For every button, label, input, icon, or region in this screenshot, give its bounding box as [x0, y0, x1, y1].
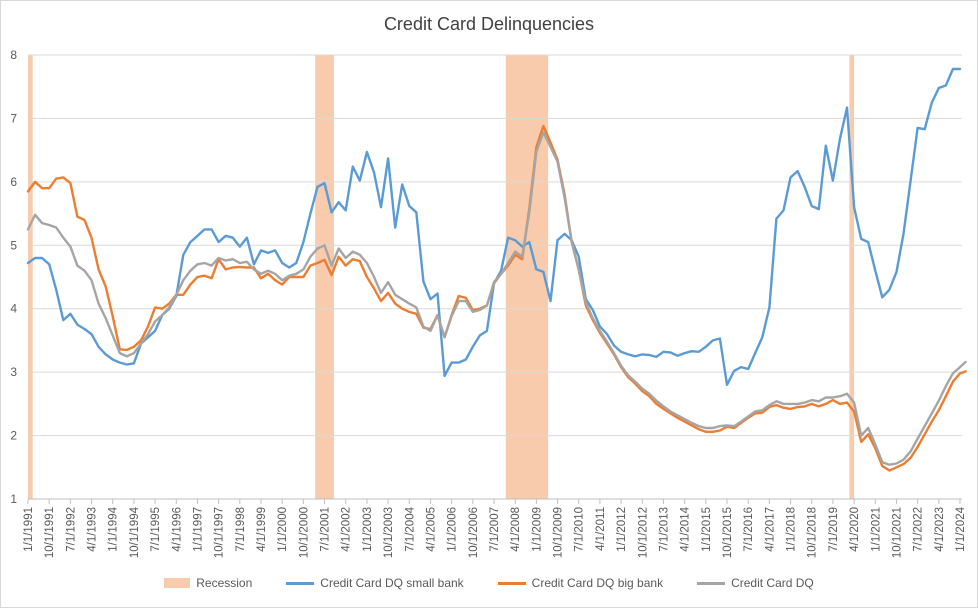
legend-label: Credit Card DQ big bank — [531, 576, 664, 590]
x-tick-label: 10/1/1997 — [214, 507, 226, 558]
x-tick-label: 10/1/1994 — [129, 506, 141, 558]
y-tick-label: 7 — [10, 111, 17, 125]
x-tick-label: 7/1/2022 — [913, 507, 925, 552]
legend-swatch-big-bank — [497, 581, 526, 585]
recession-bands — [28, 55, 855, 499]
x-tick-label: 4/1/2002 — [341, 507, 353, 552]
x-tick-label: 10/1/1991 — [44, 507, 56, 558]
x-tick-label: 1/1/2024 — [955, 506, 967, 551]
x-tick-label: 10/1/2009 — [553, 507, 565, 558]
y-tick-label: 5 — [10, 238, 17, 252]
legend-item-big-bank: Credit Card DQ big bank — [497, 576, 664, 590]
x-tick-label: 4/1/2023 — [934, 507, 946, 552]
x-tick-label: 7/1/2010 — [574, 507, 586, 552]
x-tick-label: 10/1/2018 — [807, 507, 819, 558]
x-tick-label: 4/1/2020 — [849, 507, 861, 552]
recession-band — [505, 55, 549, 499]
x-tick-label: 7/1/2019 — [828, 507, 840, 552]
legend-item-all: Credit Card DQ — [697, 576, 814, 590]
x-tick-label: 4/1/2011 — [595, 507, 607, 551]
legend-swatch-recession — [164, 578, 191, 588]
x-tick-label: 10/1/2000 — [298, 507, 310, 558]
x-tick-label: 4/1/1999 — [256, 507, 268, 552]
x-tick-label: 4/1/2017 — [764, 507, 776, 552]
x-tick-label: 4/1/1993 — [87, 507, 99, 552]
x-tick-label: 10/1/2021 — [891, 507, 903, 558]
x-tick-label: 1/1/2009 — [531, 507, 543, 552]
gridlines — [28, 54, 962, 500]
legend-label: Recession — [196, 576, 253, 590]
y-tick-label: 1 — [10, 492, 17, 506]
series-line-credit-card-dq-big-bank — [26, 124, 967, 472]
y-tick-label: 4 — [10, 302, 17, 316]
series-line-credit-card-dq — [26, 131, 967, 466]
legend-label: Credit Card DQ small bank — [320, 576, 464, 590]
legend-item-recession: Recession — [164, 576, 252, 590]
legend-item-small-bank: Credit Card DQ small bank — [286, 576, 464, 590]
x-tick-label: 1/1/2012 — [616, 507, 628, 552]
x-tick-label: 7/1/2007 — [489, 507, 501, 552]
x-tick-label: 7/1/2013 — [658, 507, 670, 552]
x-tick-label: 1/1/2006 — [447, 507, 459, 552]
x-tick-label: 10/1/2012 — [637, 507, 649, 558]
x-tick-label: 1/1/2003 — [362, 507, 374, 552]
series-lines — [26, 67, 967, 472]
x-tick-label: 4/1/1996 — [171, 507, 183, 552]
legend-swatch-small-bank — [286, 581, 315, 585]
legend-label: Credit Card DQ — [731, 576, 814, 590]
y-tick-label: 3 — [10, 365, 17, 379]
x-tick-label: 7/1/2016 — [743, 507, 755, 552]
x-tick-label: 4/1/2014 — [680, 506, 692, 551]
x-tick-label: 1/1/1991 — [23, 507, 35, 552]
x-tick-label: 10/1/2003 — [383, 507, 395, 558]
y-tick-label: 8 — [10, 48, 17, 62]
y-tick-label: 6 — [10, 175, 17, 189]
x-tick-label: 7/1/2001 — [320, 507, 332, 552]
x-axis-ticks: 1/1/1991 10/1/1991 7/1/1992 4/1/1993 1/1/199… — [23, 499, 967, 558]
recession-band — [849, 55, 855, 499]
x-tick-label: 10/1/2015 — [722, 507, 734, 558]
recession-band — [315, 55, 334, 499]
x-tick-label: 1/1/1994 — [108, 506, 120, 551]
legend: Recession Credit Card DQ small bank Cred… — [0, 576, 978, 590]
x-tick-label: 7/1/1992 — [65, 507, 77, 552]
x-tick-label: 1/1/2021 — [870, 507, 882, 552]
chart-title: Credit Card Delinquencies — [383, 14, 595, 34]
x-tick-label: 4/1/2005 — [425, 507, 437, 552]
x-tick-label: 1/1/2015 — [701, 507, 713, 552]
y-axis-ticks: 1 2 3 4 5 6 7 8 — [10, 48, 17, 506]
y-tick-label: 2 — [10, 429, 17, 443]
series-line-credit-card-dq-small-bank — [26, 67, 962, 386]
x-tick-label: 10/1/2006 — [468, 507, 480, 558]
x-tick-label: 1/1/1997 — [192, 507, 204, 552]
x-tick-label: 7/1/1998 — [235, 507, 247, 552]
x-tick-label: 1/1/2018 — [786, 507, 798, 552]
recession-band — [28, 55, 33, 499]
x-tick-label: 1/1/2000 — [277, 507, 289, 552]
x-tick-label: 7/1/1995 — [150, 507, 162, 552]
legend-swatch-all — [697, 581, 726, 585]
x-tick-label: 4/1/2008 — [510, 507, 522, 552]
x-tick-label: 7/1/2004 — [404, 506, 416, 551]
